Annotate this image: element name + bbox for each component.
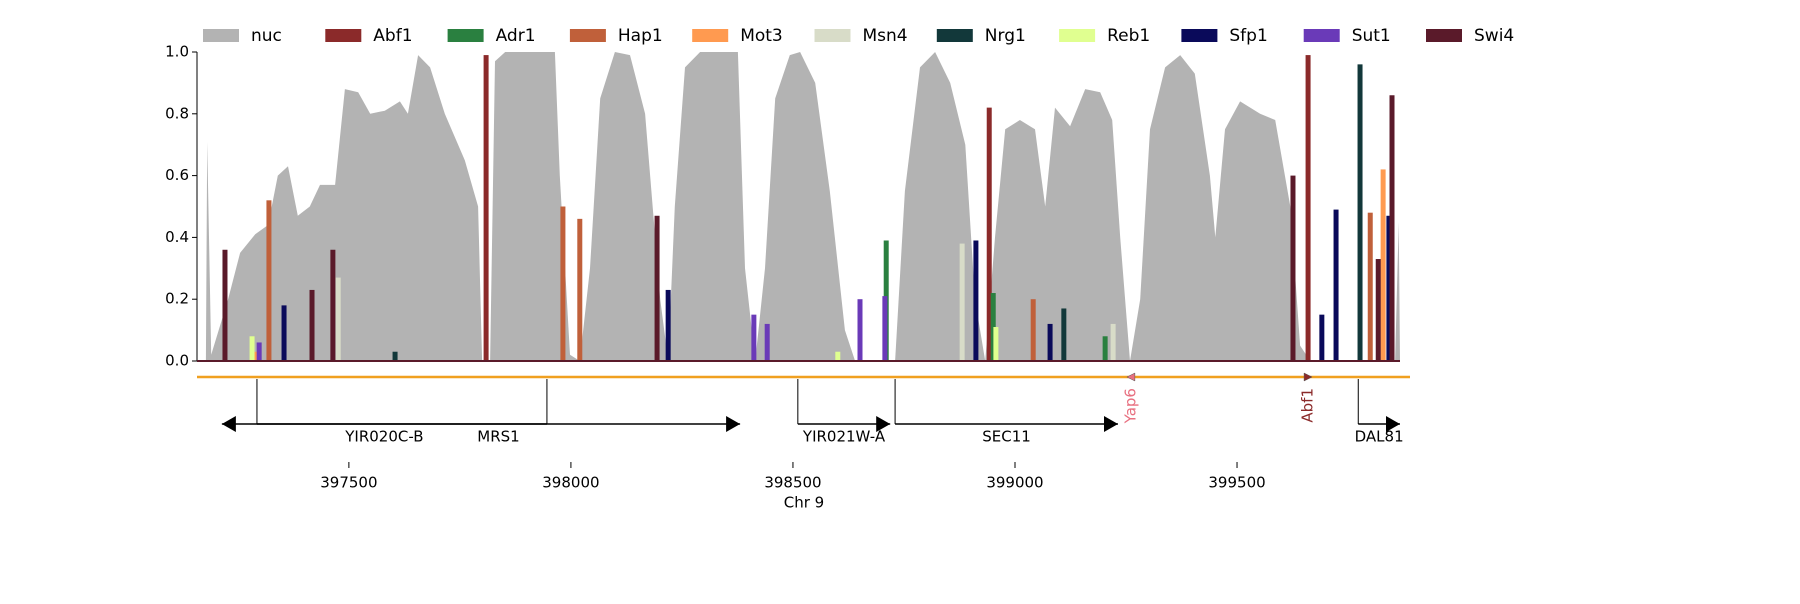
binding-peak [1380,169,1386,361]
legend-swatch [814,29,851,42]
gene-label: YIR021W-A [802,428,886,446]
binding-peak [1061,308,1067,361]
gene-arrow [726,416,741,432]
motif-marker [1303,372,1313,382]
binding-peak [1333,209,1339,361]
y-tick-label: 0.0 [165,352,189,370]
nucleosome-area [205,52,1400,361]
binding-peak [309,289,315,361]
binding-peak [577,218,583,361]
binding-peak [266,200,272,361]
legend-label: Abf1 [373,26,412,46]
binding-peak [281,305,287,361]
legend-swatch [569,29,606,42]
legend-swatch [325,29,362,42]
x-tick-label: 399500 [1208,474,1265,492]
binding-peak [993,327,999,361]
y-tick-label: 0.2 [165,290,189,308]
motif-label: Abf1 [1299,388,1317,423]
binding-peak [1110,323,1116,361]
binding-peak [1290,175,1296,361]
binding-peak [764,323,770,361]
binding-peak [1047,323,1053,361]
legend-swatch [692,29,729,42]
binding-peak [654,215,660,361]
y-tick-label: 1.0 [165,43,189,61]
binding-peak [835,351,841,361]
x-tick-label: 397500 [320,474,377,492]
y-tick-label: 0.8 [165,104,189,122]
binding-peak [249,336,255,361]
binding-peak [483,55,489,362]
gene-arrow [221,416,236,432]
y-tick-label: 0.6 [165,166,189,184]
legend-label: Nrg1 [985,26,1026,46]
y-tick-label: 0.4 [165,228,189,246]
legend-swatch [1059,29,1096,42]
gene-arrow [1104,416,1119,432]
legend-swatch [936,29,973,42]
legend-swatch [447,29,484,42]
binding-peak [560,206,566,361]
binding-peak [330,249,336,361]
legend-swatch [1303,29,1340,42]
legend-label: Msn4 [863,26,908,46]
legend-label: Hap1 [618,26,663,46]
x-tick-label: 398000 [542,474,599,492]
gene-label: SEC11 [982,428,1031,446]
binding-peak [1375,259,1381,361]
legend-label: Reb1 [1107,26,1150,46]
legend-label: Sut1 [1352,26,1391,46]
binding-peak [665,289,671,361]
binding-peak [1357,64,1363,362]
x-axis-label: Chr 9 [784,494,824,512]
gene-label: MRS1 [477,428,519,446]
binding-peak [882,296,888,361]
legend-label: Swi4 [1474,26,1514,46]
legend-swatch [1181,29,1218,42]
gene-arrow [1386,416,1400,432]
binding-peak [252,351,258,361]
binding-peak [990,293,996,361]
binding-peak [1389,95,1395,361]
x-tick-label: 398500 [764,474,821,492]
binding-peak [959,243,965,361]
binding-peak [1030,299,1036,361]
binding-peak [392,351,398,361]
motif-label: Yap6 [1121,388,1139,424]
motif-marker [1126,372,1136,382]
gene-label: DAL81 [1355,428,1404,446]
binding-peak [222,249,228,361]
binding-peak [1367,212,1373,361]
binding-peak [986,107,992,362]
binding-peak [751,314,757,361]
binding-peak [335,277,341,361]
binding-peak [973,240,979,361]
binding-peak [256,342,262,361]
legend-label: Sfp1 [1229,26,1267,46]
legend-label: Adr1 [496,26,536,46]
gene-arrow [876,416,891,432]
binding-peak [857,299,863,361]
legend-swatch [1426,29,1462,42]
legend-swatch [203,29,239,42]
legend-label: Mot3 [740,26,783,46]
binding-peak [1386,215,1392,361]
legend-label: nuc [251,26,282,46]
binding-peak [1319,314,1325,361]
binding-peak [1305,55,1311,362]
binding-peak [1102,336,1108,361]
x-tick-label: 399000 [986,474,1043,492]
gene-label: YIR020C-B [344,428,423,446]
